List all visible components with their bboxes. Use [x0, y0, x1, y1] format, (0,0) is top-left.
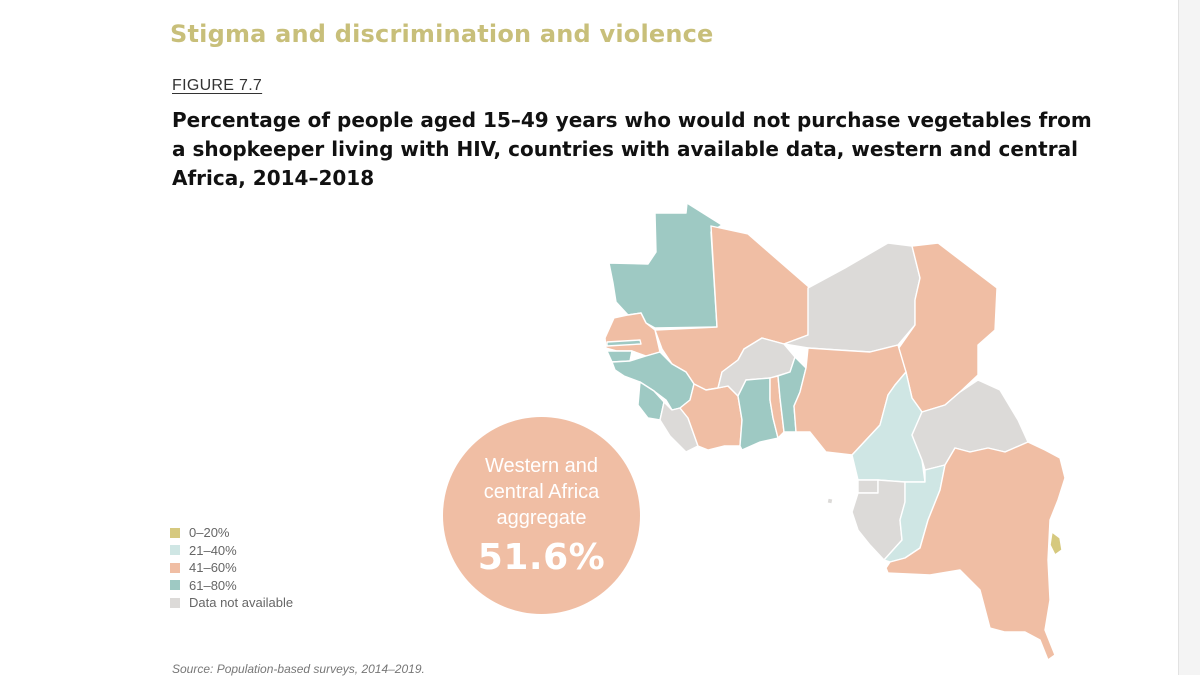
- legend-item-21-40: 21–40%: [170, 542, 293, 560]
- country-niger: [783, 242, 921, 353]
- legend-item-no-data: Data not available: [170, 594, 293, 612]
- country-guinea-bissau: [606, 350, 633, 363]
- legend-label-0-20: 0–20%: [189, 525, 230, 541]
- country-gambia: [606, 339, 642, 347]
- figure-label: FIGURE 7.7: [172, 77, 263, 94]
- country-equatorial-guinea: [857, 479, 879, 494]
- legend-swatch-21-40: [170, 545, 180, 556]
- aggregate-label: Western and central Africa aggregate: [483, 455, 600, 529]
- legend-item-0-20: 0–20%: [170, 524, 293, 542]
- aggregate-value: 51.6%: [477, 537, 606, 578]
- legend-swatch-no-data: [170, 597, 180, 608]
- figure-title: Percentage of people aged 15–49 years wh…: [172, 108, 1092, 190]
- legend-label-21-40: 21–40%: [189, 542, 237, 558]
- legend-swatch-0-20: [170, 527, 180, 538]
- map-legend: 0–20% 21–40% 41–60% 61–80% Data not avai…: [170, 524, 293, 612]
- viewer-edge: [1178, 0, 1200, 675]
- country-drc: [885, 441, 1066, 661]
- country-mauritania: [608, 202, 723, 329]
- legend-label-41-60: 41–60%: [189, 560, 237, 576]
- country-burundi: [1049, 531, 1063, 556]
- legend-swatch-61-80: [170, 580, 180, 591]
- legend-label-61-80: 61–80%: [189, 577, 237, 593]
- country-cabo-verde: [826, 497, 834, 505]
- legend-item-41-60: 41–60%: [170, 559, 293, 577]
- legend-swatch-41-60: [170, 562, 180, 573]
- legend-label-no-data: Data not available: [189, 595, 294, 611]
- legend-item-61-80: 61–80%: [170, 577, 293, 595]
- aggregate-bubble: Western and central Africa aggregate 51.…: [443, 417, 640, 614]
- section-title: Stigma and discrimination and violence: [170, 20, 714, 48]
- source-note: Source: Population-based surveys, 2014–2…: [172, 662, 425, 676]
- choropleth-map: [604, 202, 1066, 661]
